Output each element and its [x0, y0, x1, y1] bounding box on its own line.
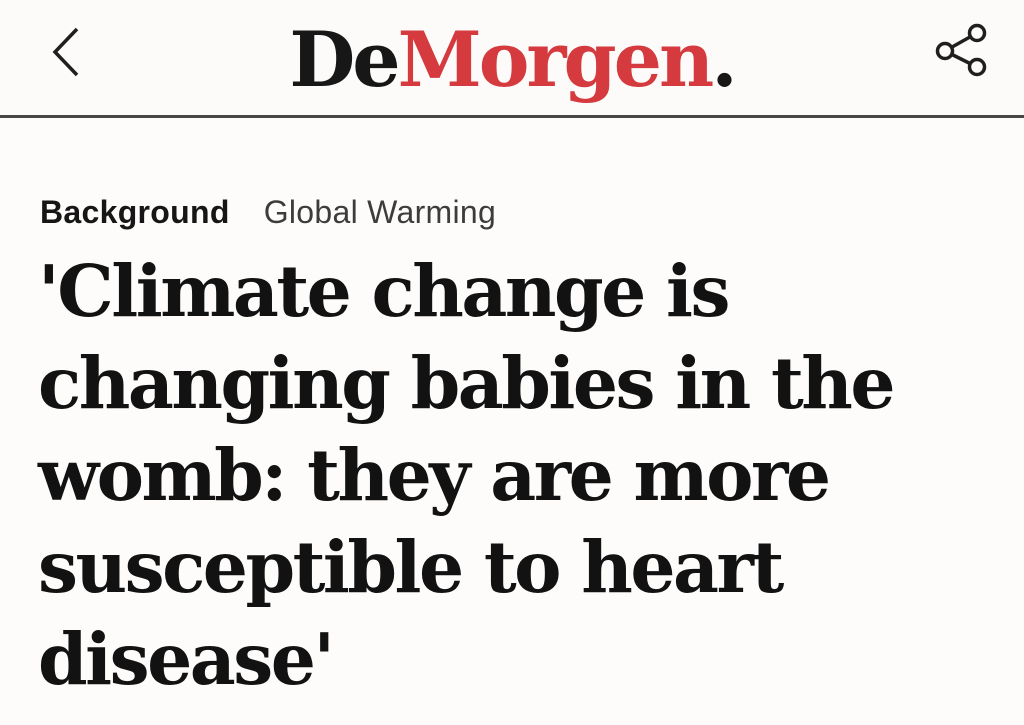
share-button[interactable] — [924, 12, 1000, 88]
chevron-left-icon — [52, 27, 79, 77]
logo-part-dot: . — [711, 14, 738, 104]
headline-line: changing babies in the — [38, 341, 896, 425]
kicker: Background Global Warming — [40, 194, 1024, 231]
back-button[interactable] — [34, 16, 98, 88]
headline-line: disease' — [38, 617, 335, 701]
share-icon — [935, 23, 987, 77]
kicker-label[interactable]: Background — [40, 194, 230, 230]
headline-line: susceptible to heart — [38, 525, 784, 609]
app-header: DeMorgen. — [0, 0, 1024, 118]
headline-line: womb: they are more — [38, 433, 831, 517]
logo-part-de: De — [289, 14, 400, 104]
article-headline: 'Climate change is changing babies in th… — [38, 245, 994, 705]
logo-part-morgen: Morgen — [397, 14, 715, 104]
brand-logo: DeMorgen. — [289, 18, 737, 98]
article-content: Background Global Warming 'Climate chang… — [0, 194, 1024, 705]
headline-line: 'Climate change is — [38, 249, 730, 333]
kicker-category[interactable]: Global Warming — [263, 194, 497, 230]
